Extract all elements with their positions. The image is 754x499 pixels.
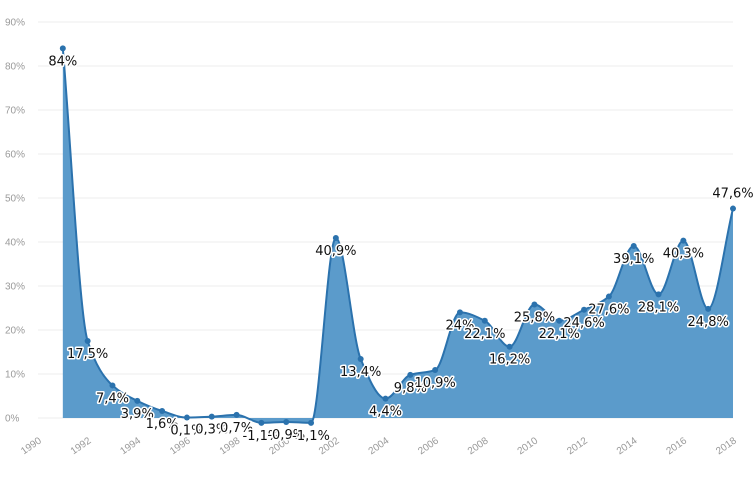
x-tick-label: 2012 [565,435,590,457]
x-tick-label: 2010 [516,435,541,457]
data-point [382,395,389,402]
x-tick-label: 2016 [665,435,690,457]
y-tick-label: 70% [5,106,25,117]
data-point [59,45,66,52]
data-point [159,407,166,414]
data-label: 10,9% [414,376,455,391]
data-label: 16,2% [489,353,530,368]
data-point [730,205,736,212]
data-point [506,343,513,350]
data-label: 13,4% [340,365,381,380]
data-label: 4,4% [369,405,402,420]
x-tick-label: 2018 [714,435,739,457]
x-axis-ticks: 1990 1992 1994 1996 1998 2000 2002 2004 2006 2008… [19,435,739,457]
x-tick-label: 2004 [367,435,392,457]
data-point [183,414,190,421]
area-series-fill [62,48,734,423]
data-label: 1,6% [146,417,179,432]
data-label: 25,8% [514,310,555,325]
y-tick-label: 30% [5,282,25,293]
data-point [233,411,240,418]
y-tick-label: 90% [5,18,25,29]
y-tick-label: 0% [5,414,20,425]
grid-lines [38,21,733,419]
data-label: 0,3% [195,423,228,438]
data-label: 27,6% [588,303,629,318]
data-point [134,397,141,404]
data-label: 47,6% [712,187,753,202]
data-point [680,237,687,244]
data-label: -0,9% [267,428,305,443]
data-point [407,371,414,378]
data-label: -1,1% [243,429,281,444]
data-label: 84% [48,54,77,69]
data-point [655,291,662,298]
data-label: 24% [446,318,475,333]
x-tick-label: 2014 [615,435,640,457]
x-tick-label: 1998 [218,435,243,457]
data-label: 22,1% [464,327,505,342]
x-tick-label: 2008 [466,435,491,457]
y-axis-ticks: 0% 10% 20% 30% 40% 50% 60% 70% 80% 90% [5,18,25,425]
x-tick-label: 1992 [69,435,94,457]
y-tick-label: 50% [5,194,25,205]
data-point [258,419,265,426]
data-point [481,317,488,324]
data-label: 9,8% [394,381,427,396]
data-point [605,293,612,300]
data-label: 39,1% [613,252,654,267]
data-label: 3,9% [121,407,154,422]
data-point [456,309,463,316]
x-tick-label: 1994 [118,435,143,457]
data-point [581,306,588,313]
data-point [432,367,439,374]
data-point [556,317,563,324]
data-label: 40,3% [663,247,704,262]
data-label: 0,7% [220,421,253,436]
data-point [208,413,215,420]
x-tick-label: 2006 [416,435,441,457]
y-tick-label: 60% [5,150,25,161]
data-label: 22,1% [539,327,580,342]
y-tick-label: 80% [5,62,25,73]
data-label: 40,9% [315,244,356,259]
data-point [332,235,339,242]
data-label: 24,6% [563,316,604,331]
data-point [357,356,364,363]
data-label: 28,1% [638,300,679,315]
data-label: 24,8% [688,315,729,330]
data-label: 7,4% [96,391,129,406]
data-point [84,338,91,344]
x-tick-label: 1990 [19,435,44,457]
data-point [109,382,116,389]
y-tick-label: 20% [5,326,25,337]
data-point [531,301,538,308]
data-point-markers [59,45,736,426]
data-label: 0,1% [170,424,203,439]
y-tick-label: 40% [5,238,25,249]
data-point [705,305,712,312]
data-point [630,242,637,249]
data-label: 17,5% [67,347,108,362]
y-tick-label: 10% [5,370,25,381]
data-labels: 84%17,5%7,4%3,9%1,6%0,1%0,3%0,7%-1,1%-0,… [47,53,754,445]
data-point [283,418,290,425]
data-point [308,419,315,426]
data-label: -1,1% [292,429,330,444]
